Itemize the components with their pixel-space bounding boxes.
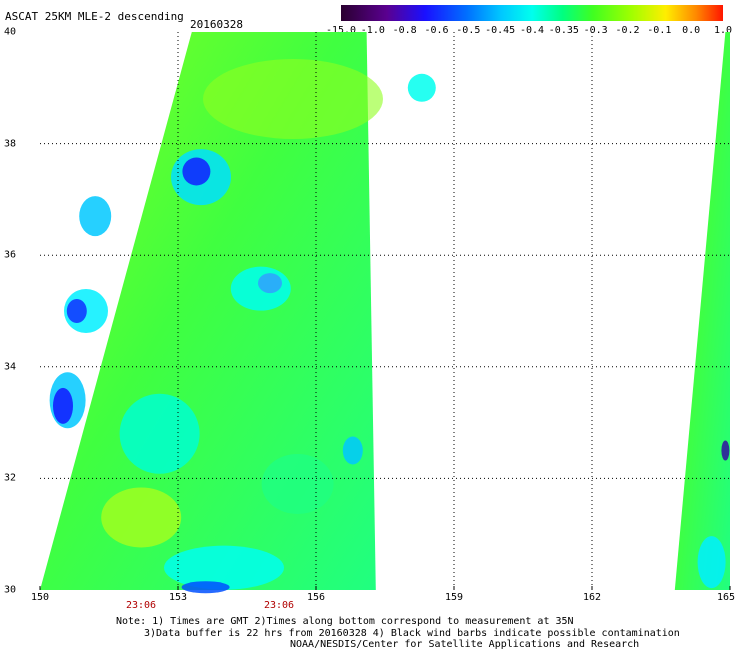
east-swath <box>674 32 730 590</box>
swath-blob <box>721 440 730 461</box>
swath-blob <box>119 393 200 474</box>
swath-blob <box>66 299 87 323</box>
lat-label: 36 <box>4 249 17 261</box>
swath-blob <box>182 157 211 186</box>
colorbar-label: -0.45 <box>485 25 516 36</box>
lon-label: 150 <box>30 592 50 603</box>
time-label: 23:06 <box>263 600 295 611</box>
map-date: 20160328 <box>190 18 243 31</box>
colorbar-label: -0.6 <box>424 25 449 36</box>
colorbar-gradient <box>341 5 723 21</box>
swath-layer <box>40 32 730 594</box>
note-line-3: NOAA/NESDIS/Center for Satellite Applica… <box>290 639 640 650</box>
colorbar-label: -0.1 <box>647 25 672 36</box>
colorbar-label: -0.2 <box>615 25 640 36</box>
swath-blob <box>53 387 73 424</box>
map-title: ASCAT 25KM MLE-2 descending <box>5 10 184 23</box>
colorbar <box>341 5 723 21</box>
lat-label: 40 <box>4 26 17 38</box>
lat-label: 30 <box>4 584 17 596</box>
swath-blob <box>164 545 284 590</box>
lat-label: 38 <box>4 138 17 150</box>
lon-label: 165 <box>716 592 736 603</box>
colorbar-label: -15.0 <box>325 25 357 36</box>
swath-blob <box>203 58 383 139</box>
swath-blob <box>181 581 230 594</box>
lon-label: 153 <box>168 592 188 603</box>
lat-label: 34 <box>4 361 17 373</box>
swath-blob <box>79 196 112 237</box>
colorbar-label: -1.0 <box>360 25 385 36</box>
colorbar-label: -0.3 <box>583 25 608 36</box>
lon-label: 159 <box>444 592 464 603</box>
lon-label: 156 <box>306 592 326 603</box>
note-line-1: Note: 1) Times are GMT 2)Times along bot… <box>116 616 574 627</box>
lat-label: 32 <box>4 472 17 484</box>
time-label: 23:06 <box>125 600 157 611</box>
swath-blob <box>407 73 436 102</box>
swath-blob <box>258 273 282 294</box>
swath-blob <box>101 487 182 548</box>
colorbar-labels: -15.0 -1.0 -0.8 -0.6 -0.5 -0.45 -0.4 -0.35 -0.3-… <box>320 25 740 39</box>
colorbar-label: -0.35 <box>548 25 579 36</box>
grid-layer <box>39 32 731 590</box>
colorbar-label: 0.0 <box>682 25 701 36</box>
lon-label: 162 <box>582 592 602 603</box>
note-line-2: 3)Data buffer is 22 hrs from 20160328 4)… <box>144 628 680 639</box>
swath-blob <box>261 453 334 514</box>
colorbar-label: -0.8 <box>392 25 417 36</box>
colorbar-label: 1.0 <box>713 25 733 36</box>
colorbar-label: -0.4 <box>519 25 545 36</box>
swath-blob <box>697 536 726 589</box>
swath-blob <box>342 436 363 465</box>
colorbar-label: -0.5 <box>456 25 481 36</box>
